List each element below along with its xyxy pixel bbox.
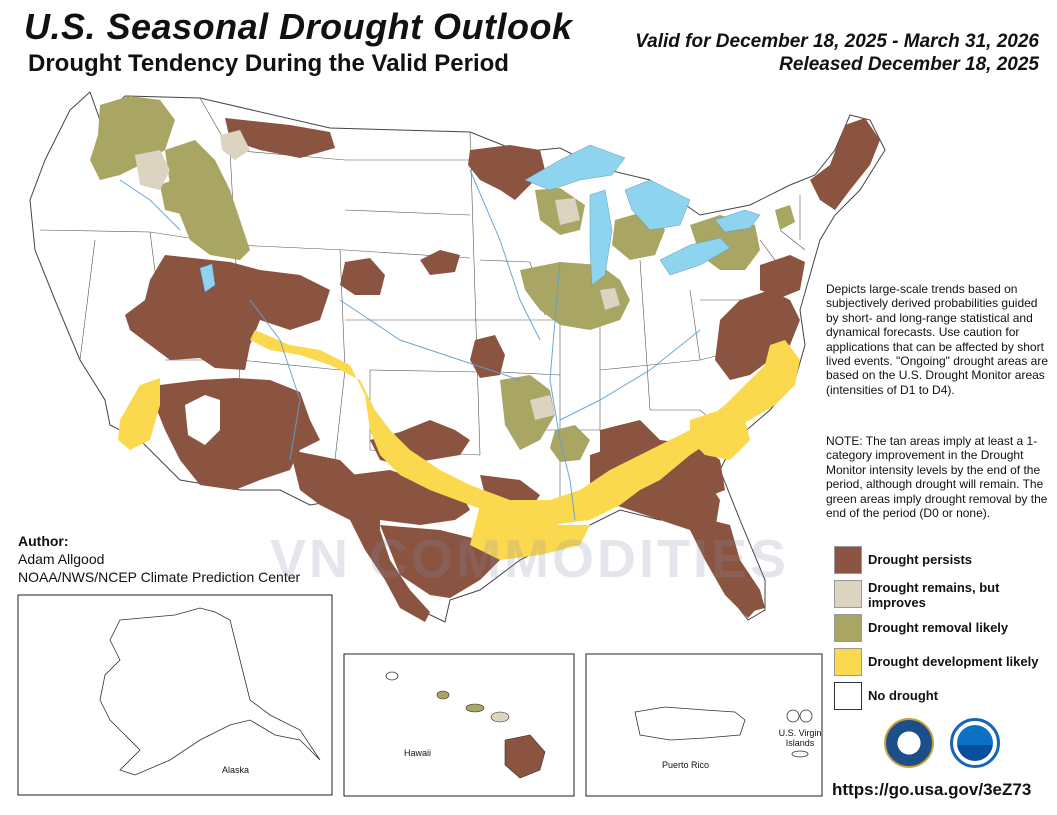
persist-nebraska xyxy=(340,258,385,295)
persist-minnesota xyxy=(468,145,545,200)
removal-midwest xyxy=(520,262,630,330)
page-subtitle: Drought Tendency During the Valid Period xyxy=(28,50,509,77)
improve-midwest xyxy=(600,288,620,310)
removal-sd xyxy=(160,175,195,215)
rivers xyxy=(119,169,701,521)
legend-item-persists: Drought persists xyxy=(834,546,1056,576)
legend-swatch-persists xyxy=(834,546,862,574)
virgin-islands-line2: Islands xyxy=(785,738,815,748)
removal-maine xyxy=(775,205,795,230)
improve-mi xyxy=(555,198,580,225)
hawaii-label: Hawaii xyxy=(404,748,432,758)
improve-mo xyxy=(530,395,555,420)
no-drought-nevada-patch xyxy=(185,395,220,445)
validity-block: Valid for December 18, 2025 - March 31, … xyxy=(635,30,1039,76)
virgin-islands-line1: U.S. Virgin xyxy=(778,728,822,738)
watermark: VN COMMODITIES xyxy=(270,529,790,589)
legend-swatch-removal xyxy=(834,614,862,642)
lake-superior xyxy=(524,144,626,191)
drought-removal-areas xyxy=(90,96,795,462)
develop-arizona xyxy=(118,378,160,450)
legend-item-removal: Drought removal likely xyxy=(834,614,1056,644)
persist-west-large xyxy=(125,255,330,370)
lake-ontario xyxy=(714,209,761,233)
source-url-link[interactable]: https://go.usa.gov/3eZ73 xyxy=(832,780,1032,799)
legend-label-persists: Drought persists xyxy=(868,552,973,567)
persist-midatlantic xyxy=(760,255,805,298)
develop-southwest-arc xyxy=(250,330,800,525)
valid-period: Valid for December 18, 2025 - March 31, … xyxy=(635,31,1039,52)
lake-erie xyxy=(659,237,731,276)
virgin-islands xyxy=(786,709,813,758)
doc-seal-icon xyxy=(884,718,934,768)
drought-improves-areas xyxy=(135,130,620,420)
drought-persists-areas xyxy=(125,118,880,622)
release-date: Released December 18, 2025 xyxy=(779,54,1039,75)
noaa-logo-inner xyxy=(957,725,993,761)
improve-mt xyxy=(220,130,250,160)
author-org: NOAA/NWS/NCEP Climate Prediction Center xyxy=(18,569,301,585)
puerto-rico-shape xyxy=(634,706,746,741)
map-description: Depicts large-scale trends based on subj… xyxy=(826,282,1048,397)
legend-swatch-improves xyxy=(834,580,862,608)
persist-montana xyxy=(225,118,335,158)
persist-iowa-dot xyxy=(420,250,460,275)
persist-missouri xyxy=(470,335,505,378)
lake-michigan xyxy=(589,189,613,286)
great-lakes xyxy=(199,144,761,293)
puerto-rico-label: Puerto Rico xyxy=(662,760,710,770)
great-salt-lake xyxy=(199,263,216,293)
persist-virginia xyxy=(715,290,800,380)
legend-label-development: Drought development likely xyxy=(868,654,1039,669)
persist-texas-south xyxy=(380,525,500,598)
removal-arkansas xyxy=(550,425,590,462)
persist-florida xyxy=(710,520,765,612)
map-note: NOTE: The tan areas imply at least a 1-c… xyxy=(826,434,1048,521)
author-block: Author: Adam Allgood NOAA/NWS/NCEP Clima… xyxy=(18,532,300,586)
legend: Drought persists Drought remains, but im… xyxy=(834,546,1056,716)
develop-georgia xyxy=(690,410,750,460)
removal-missouri xyxy=(500,375,555,450)
legend-item-development: Drought development likely xyxy=(834,648,1056,678)
persist-newengland xyxy=(810,118,880,210)
drought-development-areas xyxy=(118,330,800,560)
page-title: U.S. Seasonal Drought Outlook xyxy=(24,6,573,47)
improve-wa-or xyxy=(135,150,170,190)
lake-huron xyxy=(624,179,691,231)
legend-label-removal: Drought removal likely xyxy=(868,620,1009,635)
legend-swatch-no-drought xyxy=(834,682,862,710)
legend-item-improves: Drought remains, but improves xyxy=(834,580,1056,610)
persist-texas-central xyxy=(350,470,470,525)
legend-swatch-development xyxy=(834,648,862,676)
legend-label-no-drought: No drought xyxy=(868,688,939,703)
author-label: Author: xyxy=(18,533,69,549)
hawaii-inset-box xyxy=(343,653,575,797)
alaska-shape xyxy=(99,607,321,776)
removal-id xyxy=(165,140,250,260)
virgin-islands-label: U.S. Virgin Islands xyxy=(776,728,824,748)
noaa-logo-icon xyxy=(950,718,1000,768)
legend-label-improves: Drought remains, but improves xyxy=(868,580,1000,610)
hawaii-islands xyxy=(385,671,546,779)
removal-wa xyxy=(90,96,175,180)
alaska-label: Alaska xyxy=(222,765,250,775)
develop-texas-gulf xyxy=(470,505,590,560)
legend-item-no-drought: No drought xyxy=(834,682,1056,712)
persist-nm-texas xyxy=(290,450,430,622)
author-name: Adam Allgood xyxy=(18,551,105,567)
